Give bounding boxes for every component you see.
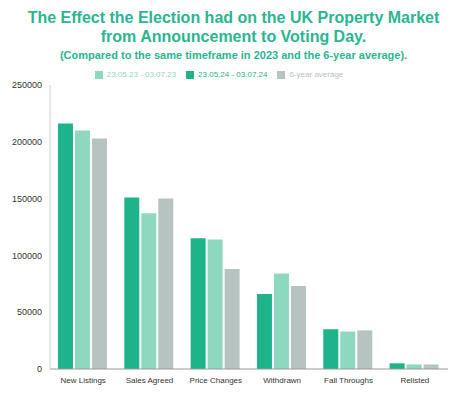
svg-text:100000: 100000 — [12, 251, 42, 261]
svg-text:250000: 250000 — [12, 80, 42, 90]
svg-text:Sales Agreed: Sales Agreed — [126, 376, 174, 385]
html-text:The Effect the Election had on: The Effect the Election had on the UK Pr… — [27, 9, 440, 45]
svg-text:200000: 200000 — [12, 137, 42, 147]
svg-text:Price Changes: Price Changes — [190, 376, 242, 385]
svg-text:50000: 50000 — [17, 307, 42, 317]
svg-text:150000: 150000 — [12, 194, 42, 204]
html-text:(Compared to the same timefram: (Compared to the same timeframe in 2023 … — [59, 49, 408, 61]
svg-text:0: 0 — [37, 364, 42, 374]
html-text:23.05.23 - 03.07.23: 23.05.23 - 03.07.23 — [106, 70, 177, 79]
svg-text:Relisted: Relisted — [400, 376, 429, 385]
svg-text:Fall Throughs: Fall Throughs — [324, 376, 373, 385]
html-text:23.05.24 - 03.07.24: 23.05.24 - 03.07.24 — [198, 70, 268, 79]
svg-text:New Listings: New Listings — [60, 376, 105, 385]
svg-text:Withdrawn: Withdrawn — [263, 376, 301, 385]
html-text:6-year average: 6-year average — [289, 70, 344, 79]
